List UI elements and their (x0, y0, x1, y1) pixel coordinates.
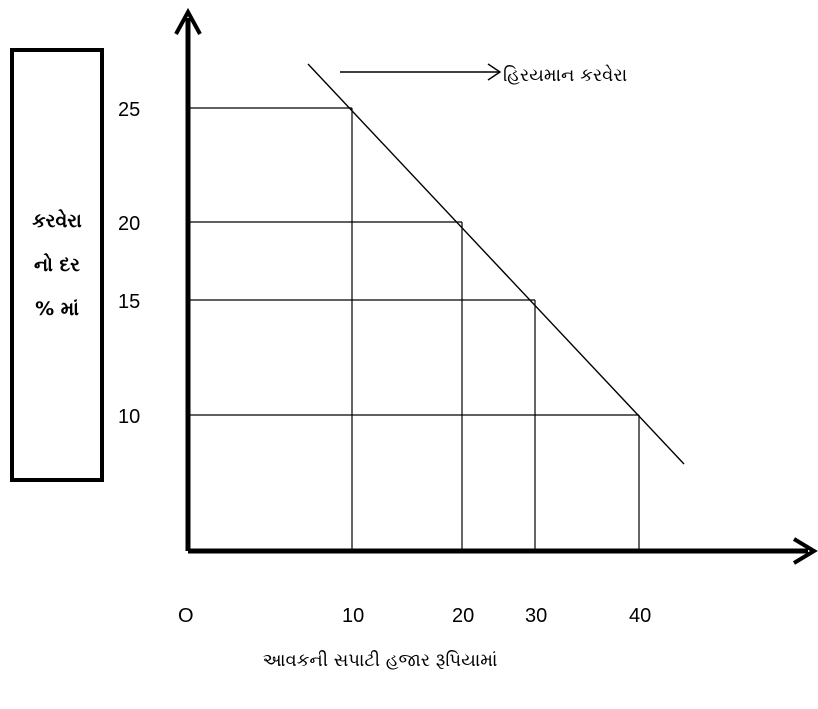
annotation-arrow-head (487, 63, 502, 81)
y-tick-label-15: 15 (118, 291, 140, 313)
y-axis-arrow (174, 7, 202, 35)
series-line (307, 63, 685, 465)
x-tick-label-20: 20 (452, 605, 474, 627)
x-tick-label-40: 40 (629, 605, 651, 627)
y-tick-label-25: 25 (118, 99, 140, 121)
axes (174, 7, 818, 565)
y-tick-label-10: 10 (118, 406, 140, 428)
series-lines (307, 63, 685, 465)
y-axis-label-line-3: % માં (35, 298, 79, 320)
guide-lines (188, 107, 640, 551)
tick-labels: હિરયમાન કરવેરા 25 20 15 10 10 20 30 40 O (118, 65, 651, 627)
y-tick-label-20: 20 (118, 213, 140, 235)
x-tick-label-30: 30 (525, 605, 547, 627)
y-axis-label-line-2: નો દર (34, 254, 80, 276)
x-tick-label-10: 10 (342, 605, 364, 627)
x-axis-arrow (792, 537, 818, 565)
x-axis-label: આવકની સપાટી હજાર રૂપિયામાં (262, 650, 498, 671)
y-axis-label-line-1: કરવેરા (32, 210, 82, 232)
y-axis-label-box: કરવેરા નો દર % માં (10, 48, 104, 482)
origin-label: O (178, 605, 194, 627)
annotation-label: હિરયમાન કરવેરા (503, 65, 627, 86)
